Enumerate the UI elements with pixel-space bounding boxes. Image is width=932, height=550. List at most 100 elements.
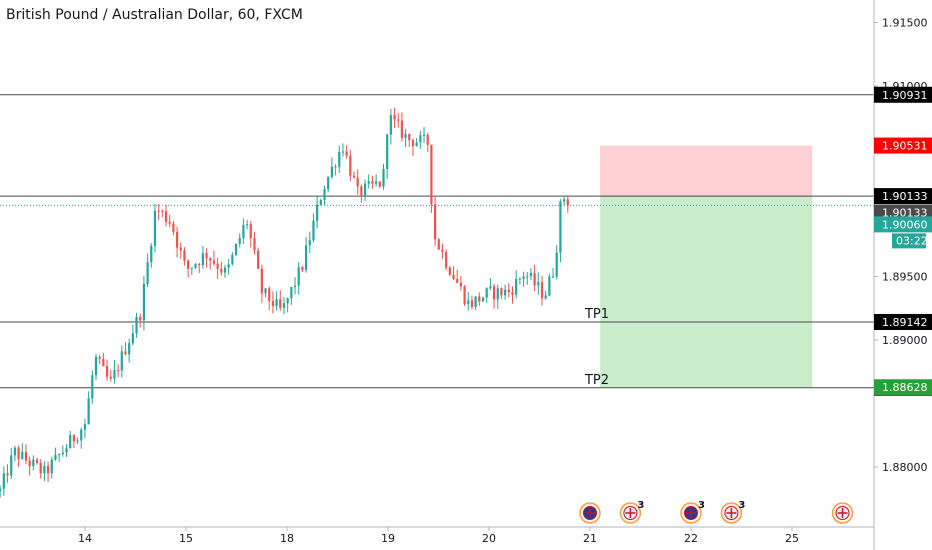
event-flag-count: 3 [738,500,745,511]
candle-body [467,300,470,304]
candle [175,226,179,258]
candle-body [268,288,271,302]
candle-body [415,142,418,147]
candle [109,369,112,382]
candle [566,195,569,213]
candle [153,203,157,253]
candle [297,261,300,295]
candle-body [330,166,333,177]
time-tick-label: 14 [78,532,92,545]
candle-body [360,186,363,197]
candle [367,174,370,189]
candle [17,445,20,467]
candle-body [190,267,193,269]
candle-body [293,285,297,288]
candle-body [507,289,510,293]
candle-body [386,134,389,169]
candle-body [212,260,216,264]
candle-body [371,181,374,184]
candle [2,466,5,496]
current-price-text: 1.90060 [882,218,928,231]
candle [179,242,182,259]
candle-body [13,447,17,456]
candle [6,464,9,483]
candle [430,144,433,213]
time-tick-label: 18 [280,532,294,545]
candle-body [515,279,518,295]
event-flag-au-icon: 3 [680,500,705,524]
candle [544,290,547,300]
candle [128,338,131,363]
candle-body [238,237,241,244]
candle-body [161,210,164,212]
candle-body [327,176,330,190]
candle [282,297,286,315]
candle [485,287,488,303]
candle-body [485,288,488,298]
price-tick-label: 1.89500 [882,271,928,284]
candle-body [393,115,396,120]
candle-body [363,183,367,197]
candle-body [146,262,149,285]
time-tick-label: 20 [482,532,496,545]
candle [80,427,83,449]
stop-price-label-bg [874,137,932,154]
candle [356,169,359,195]
candle [21,443,24,461]
candle-body [246,224,249,226]
candle-body [179,247,182,251]
candle-body [338,151,341,168]
candle [559,199,562,263]
candle [500,287,503,299]
candle [389,109,392,145]
candle [511,286,514,304]
event-flag-count: 3 [637,500,644,511]
candle-body [375,181,378,184]
candle [537,272,540,296]
candle [161,209,164,218]
candle [275,291,278,311]
candle [378,181,381,189]
candle-body [24,451,28,461]
candle [404,128,407,148]
candle [393,107,396,128]
candle [10,447,13,480]
candle-body [209,258,212,261]
candle-body [463,286,466,304]
time-tick-label: 21 [583,532,597,545]
annotation-label: TP1 [584,307,609,322]
candle-body [201,253,204,266]
candle [533,264,536,292]
candle-body [65,448,68,453]
candle-body [46,465,50,474]
line-price-label-bg [874,313,932,330]
candle [304,237,308,273]
candle-body [69,435,72,449]
candle [98,354,101,365]
candle-body [441,249,444,253]
candle [117,364,120,378]
candle-body [426,134,429,145]
candle [551,268,555,279]
candle-body [533,273,536,286]
candle [415,137,418,147]
candle-body [175,231,179,248]
candle-body [389,115,392,135]
candle [496,284,499,310]
candle-body [83,424,87,430]
candle-body [312,220,315,241]
candle [91,370,94,404]
candle [164,204,168,227]
target-price-label-bg [874,379,932,396]
candle-body [187,260,190,269]
candle-body [109,376,112,379]
event-flag-gb-icon: 3 [619,500,644,524]
candle [50,456,53,479]
candle [253,231,256,255]
target-price-label: 1.88628 [874,379,932,396]
candle [507,283,510,298]
candle-body [500,288,503,296]
candle-body [408,133,411,141]
candle [308,231,311,254]
